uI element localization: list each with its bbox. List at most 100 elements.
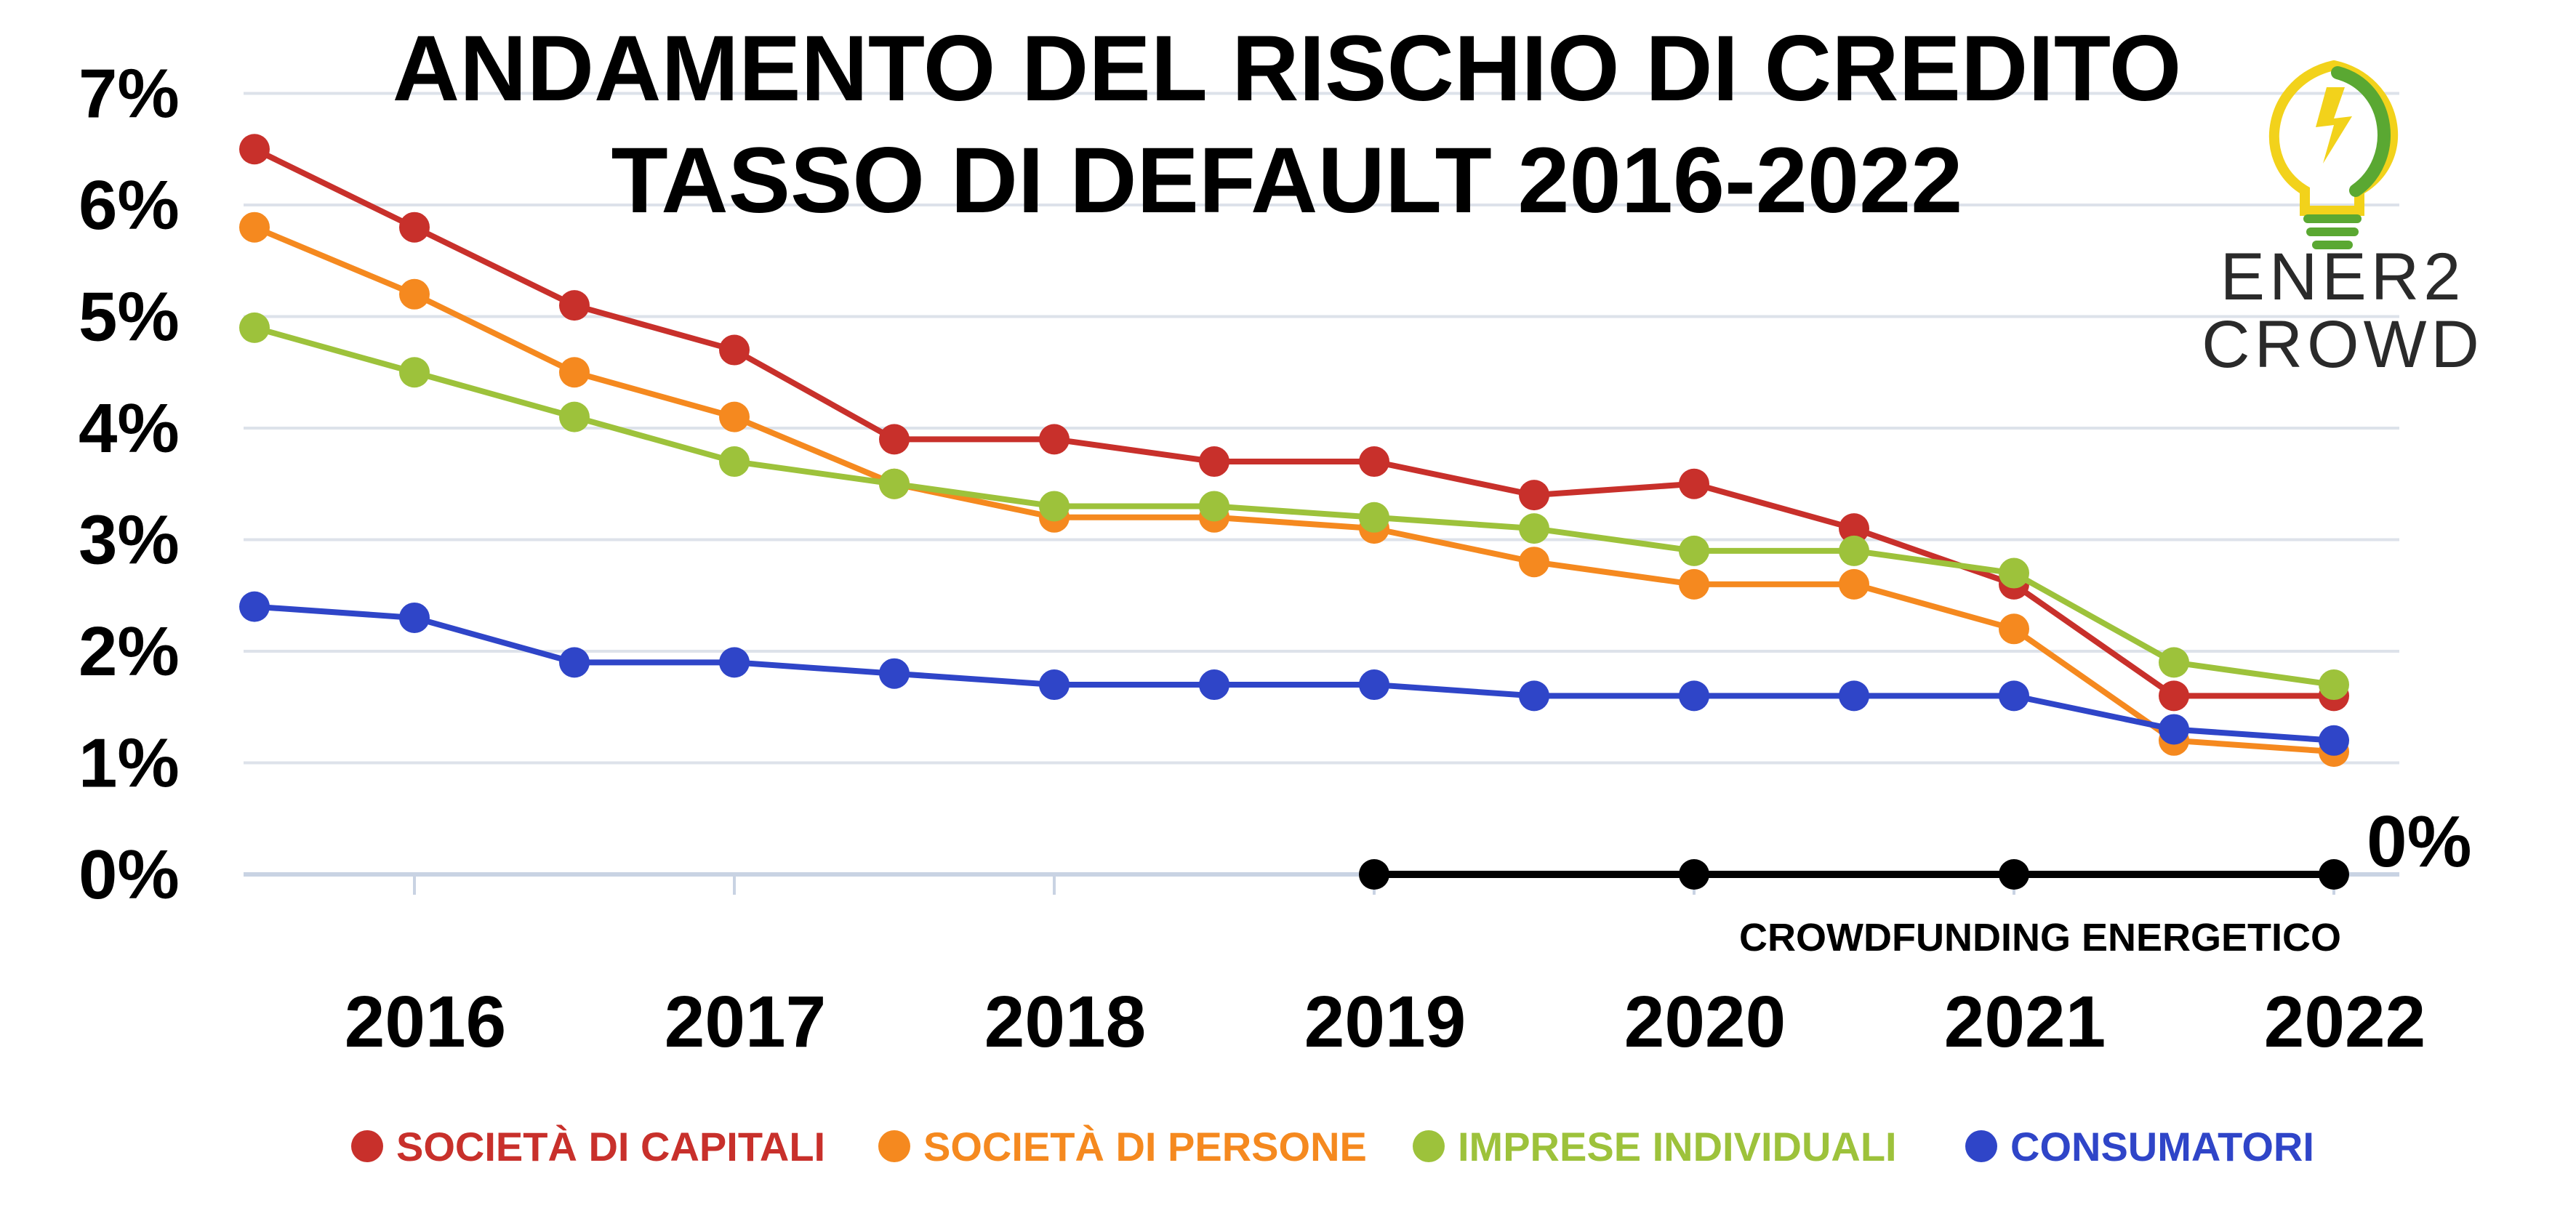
data-point (1839, 535, 1869, 566)
legend-item: SOCIETÀ DI CAPITALI (351, 1124, 825, 1169)
data-point (719, 446, 750, 478)
legend-item: SOCIETÀ DI PERSONE (878, 1124, 1367, 1169)
data-point (399, 357, 430, 388)
data-point (239, 591, 270, 622)
x-tick-label: 2019 (1304, 981, 1466, 1063)
legend-item: IMPRESE INDIVIDUALI (1413, 1124, 1897, 1169)
data-point (2319, 669, 2349, 701)
legend-marker (1413, 1130, 1445, 1162)
data-point (399, 212, 430, 243)
x-tick-label: 2021 (1944, 981, 2106, 1063)
data-point (1679, 535, 1709, 566)
series-4 (239, 591, 2349, 756)
data-point (1039, 669, 1070, 701)
data-point (1839, 680, 1869, 712)
crowdfunding-point (1999, 859, 2029, 890)
series-line (253, 146, 2334, 699)
ener2crowd-logo: ENER2 CROWD (2202, 60, 2484, 382)
x-axis: 2016 2017 2018 2019 2020 2021 2022 (345, 874, 2425, 1063)
chart-title-line2: TASSO DI DEFAULT 2016-2022 (611, 129, 1963, 233)
legend-marker (1965, 1130, 1997, 1162)
data-point (879, 424, 910, 455)
x-tick-label: 2020 (1624, 981, 1786, 1063)
y-tick-label: 7% (79, 55, 180, 133)
data-point (1199, 669, 1229, 701)
x-tick-label: 2018 (984, 981, 1146, 1063)
series-3 (239, 312, 2349, 701)
legend: SOCIETÀ DI CAPITALI SOCIETÀ DI PERSONE IMP… (351, 1124, 2314, 1169)
data-point (399, 602, 430, 633)
data-point (1519, 547, 1549, 578)
legend-label: SOCIETÀ DI PERSONE (923, 1124, 1367, 1169)
crowdfunding-point (1359, 859, 1389, 890)
data-point (1679, 568, 1709, 600)
logo-line2: CROWD (2202, 307, 2484, 382)
y-tick-label: 4% (79, 390, 180, 467)
y-axis: 0% 1% 2% 3% 4% 5% 6% 7% (79, 55, 180, 914)
crowdfunding-value-label: 0% (2367, 801, 2472, 882)
data-point (1519, 680, 1549, 712)
x-tick-label: 2017 (665, 981, 826, 1063)
data-point (1679, 680, 1709, 712)
data-point (2159, 680, 2189, 712)
y-tick-label: 3% (79, 502, 180, 579)
series-line (254, 603, 2335, 744)
x-tick-label: 2016 (345, 981, 506, 1063)
data-point (1359, 669, 1389, 701)
data-point (1359, 446, 1389, 478)
data-point (1839, 513, 1869, 544)
data-point (1359, 502, 1389, 533)
data-point (559, 401, 590, 432)
data-point (399, 278, 430, 310)
grid-lines (244, 92, 2399, 877)
data-point (1839, 568, 1869, 600)
y-tick-label: 1% (79, 725, 180, 802)
x-tick-label: 2022 (2264, 981, 2425, 1063)
logo-line1: ENER2 (2220, 240, 2465, 314)
data-point (559, 647, 590, 678)
y-tick-label: 2% (79, 613, 180, 690)
data-point (879, 468, 910, 499)
data-point (2319, 725, 2349, 756)
data-point (879, 658, 910, 689)
series-layer (239, 134, 2349, 768)
data-point (1999, 680, 2029, 712)
legend-marker (351, 1130, 383, 1162)
data-point (2159, 647, 2189, 678)
y-tick-label: 0% (79, 836, 180, 914)
data-point (1199, 491, 1229, 522)
legend-marker (878, 1130, 910, 1162)
data-point (1199, 446, 1229, 478)
crowdfunding-label: CROWDFUNDING ENERGETICO (1739, 916, 2341, 959)
data-point (1039, 424, 1070, 455)
y-tick-label: 5% (79, 278, 180, 356)
crowdfunding-point (2319, 859, 2349, 890)
data-point (1679, 468, 1709, 499)
data-point (719, 401, 750, 432)
crowdfunding-series (1359, 859, 2349, 890)
data-point (559, 290, 590, 321)
series-line (253, 225, 2335, 755)
data-point (2159, 714, 2189, 745)
data-point (559, 357, 590, 388)
data-point (239, 312, 270, 343)
series-line (253, 324, 2335, 688)
data-point (719, 334, 750, 366)
y-tick-label: 6% (79, 166, 180, 244)
data-point (239, 134, 270, 165)
chart-title-line1: ANDAMENTO DEL RISCHIO DI CREDITO (393, 17, 2182, 121)
data-point (1039, 491, 1070, 522)
data-point (1519, 480, 1549, 511)
data-point (1999, 557, 2029, 589)
legend-label: SOCIETÀ DI CAPITALI (396, 1124, 825, 1169)
lightbulb-icon (2268, 60, 2398, 249)
legend-item: CONSUMATORI (1965, 1124, 2314, 1169)
data-point (239, 212, 270, 243)
legend-label: CONSUMATORI (2010, 1124, 2314, 1169)
legend-label: IMPRESE INDIVIDUALI (1458, 1124, 1897, 1169)
data-point (719, 647, 750, 678)
data-point (1999, 613, 2029, 645)
data-point (1519, 513, 1549, 544)
crowdfunding-point (1679, 859, 1709, 890)
